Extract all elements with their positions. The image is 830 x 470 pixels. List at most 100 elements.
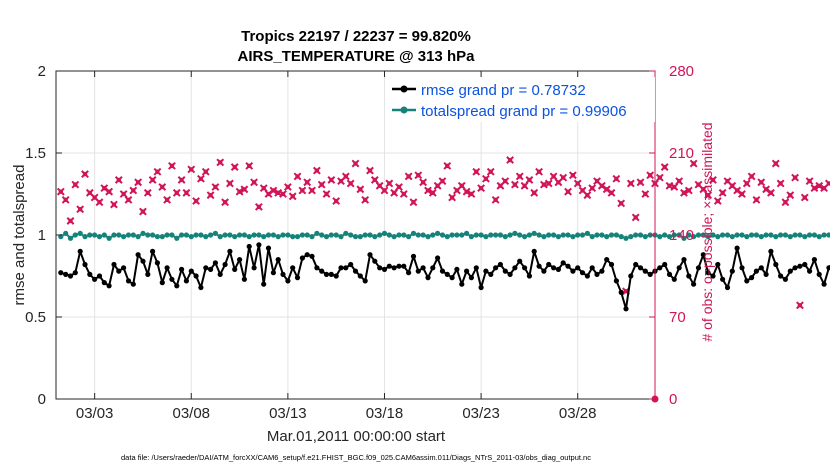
totalspread-point (101, 232, 107, 238)
rmse-point (758, 265, 764, 271)
rmse-point (208, 266, 214, 272)
obs-count-marker (409, 198, 418, 207)
obs-count-dot (720, 190, 725, 196)
obs-count-dot (618, 201, 624, 206)
obs-count-dot (237, 189, 242, 194)
obs-count-dot (401, 191, 407, 197)
rmse-point (314, 265, 320, 271)
rmse-point (92, 276, 98, 282)
rmse-point (768, 248, 774, 254)
series-layer (56, 156, 830, 403)
totalspread-point (449, 232, 455, 238)
obs-count-marker (250, 178, 258, 187)
obs-count-marker (506, 156, 514, 164)
totalspread-point (208, 232, 214, 238)
totalspread-point (724, 232, 731, 238)
rmse-point (551, 265, 557, 271)
totalspread-point (502, 234, 508, 240)
totalspread-point (377, 232, 383, 238)
obs-count-dot (372, 177, 378, 183)
totalspread-point (536, 232, 542, 238)
totalspread-point (546, 232, 552, 238)
obs-count-dot (261, 185, 266, 191)
x-tick-label: 03/18 (366, 405, 404, 422)
rmse-point (666, 271, 673, 277)
rmse-point (169, 276, 175, 282)
totalspread-point (811, 232, 818, 238)
obs-count-dot (672, 184, 677, 190)
rmse-point (522, 265, 528, 271)
obs-count-marker (438, 177, 447, 186)
x-tick-label: 03/28 (559, 405, 597, 422)
rmse-point (348, 261, 354, 268)
totalspread-point (662, 232, 668, 238)
totalspread-point (362, 232, 368, 238)
obs-count-marker (197, 174, 205, 183)
obs-count-dot (807, 178, 812, 184)
obs-count-dot (633, 215, 638, 220)
obs-count-dot (242, 187, 247, 192)
obs-count-dot (174, 190, 179, 196)
obs-count-marker (143, 188, 152, 197)
rmse-point (203, 265, 209, 271)
totalspread-point (478, 232, 484, 238)
totalspread-point (251, 232, 257, 238)
obs-count-dot (532, 190, 537, 196)
obs-count-dot (754, 197, 759, 203)
rmse-point (188, 268, 194, 274)
totalspread-point (797, 232, 803, 238)
totalspread-point (188, 234, 194, 240)
totalspread-point (633, 232, 639, 238)
obs-count-marker (501, 177, 510, 186)
obs-count-marker (168, 161, 176, 170)
obs-count-marker (448, 193, 457, 202)
obs-count-dot (701, 187, 706, 192)
obs-count-marker (404, 172, 413, 181)
obs-count-marker (472, 167, 481, 176)
y2-tick-label: 70 (669, 309, 686, 326)
obs-count-dot (715, 198, 720, 204)
totalspread-point (604, 234, 610, 240)
rmse-point (439, 268, 446, 274)
rmse-point (328, 271, 334, 277)
totalspread-point (695, 232, 702, 238)
totalspread-point (121, 234, 127, 240)
totalspread-point (807, 232, 813, 238)
totalspread-point (555, 234, 562, 240)
legend-label-rmse: rmse grand pr = 0.78732 (421, 82, 586, 99)
rmse-point (604, 257, 610, 263)
rmse-point (570, 268, 576, 274)
obs-count-marker (699, 185, 708, 194)
obs-count-dot (710, 177, 716, 183)
totalspread-point (507, 232, 513, 238)
obs-count-marker (366, 166, 374, 175)
rmse-point (811, 257, 818, 263)
obs-count-dot (498, 183, 503, 188)
rmse-point (304, 252, 310, 258)
obs-count-marker (544, 179, 553, 188)
obs-count-dot (304, 180, 310, 185)
obs-count-marker (341, 172, 350, 181)
rmse-point (135, 252, 141, 258)
totalspread-point (396, 232, 402, 238)
totalspread-point (642, 234, 648, 240)
obs-count-dot (773, 161, 778, 166)
totalspread-point (96, 234, 103, 240)
totalspread-point (150, 232, 156, 238)
obs-count-dot (391, 190, 397, 196)
legend: rmse grand pr = 0.78732 totalspread gran… (388, 77, 655, 122)
totalspread-point (579, 232, 586, 238)
totalspread-point (304, 232, 310, 238)
obs-count-dot (150, 177, 155, 183)
obs-count-dot (536, 169, 542, 174)
rmse-point (807, 268, 813, 274)
obs-count-dot (193, 198, 199, 204)
obs-count-dot (333, 198, 339, 204)
totalspread-point (681, 235, 687, 241)
rmse-point (753, 268, 760, 274)
rmse-point (821, 281, 827, 287)
rmse-point (720, 276, 726, 282)
y-axis-label: rmse and totalspread (11, 165, 28, 306)
totalspread-point (285, 232, 291, 238)
obs-count-marker (317, 180, 326, 189)
